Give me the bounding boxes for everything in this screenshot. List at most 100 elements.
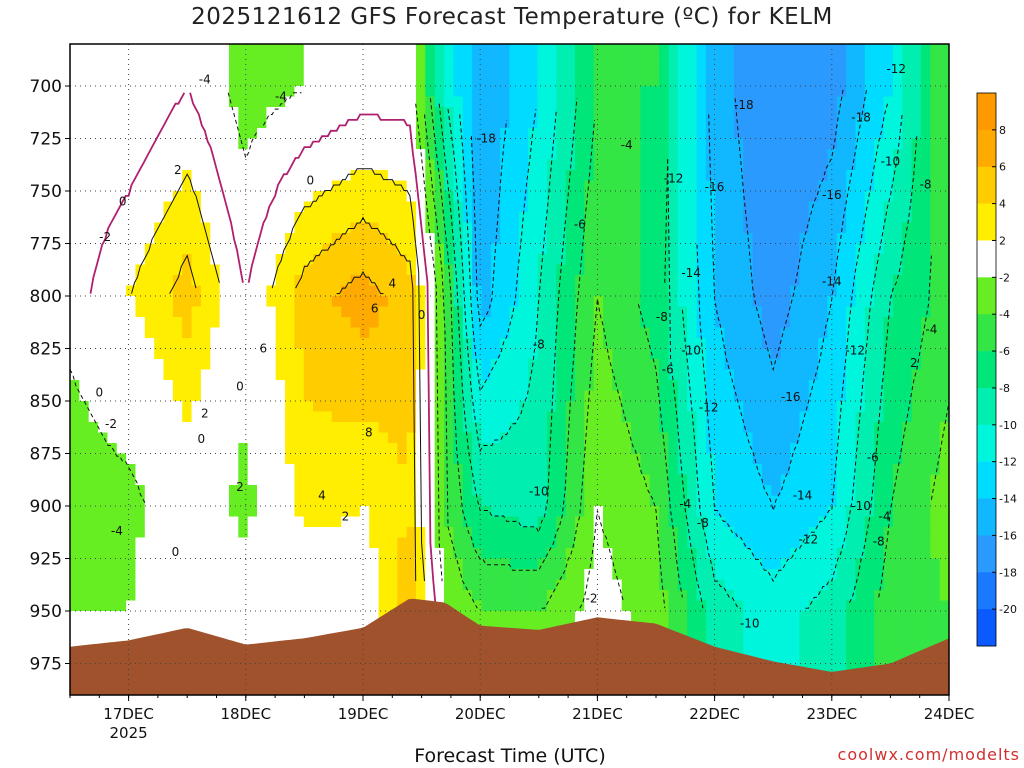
temperature-cell — [780, 159, 791, 171]
temperature-cell — [612, 611, 623, 623]
temperature-cell — [172, 264, 183, 276]
temperature-cell — [285, 201, 296, 213]
temperature-cell — [144, 359, 155, 371]
temperature-cell — [761, 348, 772, 360]
temperature-cell — [266, 359, 277, 371]
temperature-cell — [733, 579, 744, 591]
temperature-cell — [799, 275, 810, 287]
temperature-cell — [144, 128, 155, 140]
temperature-cell — [172, 285, 183, 297]
temperature-cell — [603, 359, 613, 371]
temperature-cell — [472, 243, 483, 255]
temperature-cell — [790, 359, 800, 371]
temperature-cell — [659, 149, 670, 161]
temperature-cell — [219, 96, 230, 108]
temperature-cell — [621, 170, 632, 182]
temperature-cell — [313, 390, 324, 402]
temperature-cell — [415, 86, 426, 98]
temperature-cell — [743, 96, 754, 108]
temperature-cell — [453, 453, 464, 465]
temperature-cell — [518, 191, 529, 203]
temperature-cell — [546, 65, 557, 77]
temperature-cell — [453, 537, 464, 549]
temperature-cell — [322, 96, 333, 108]
temperature-cell — [294, 600, 305, 612]
temperature-cell — [294, 327, 305, 339]
temperature-cell — [219, 233, 230, 245]
temperature-cell — [107, 516, 118, 528]
temperature-cell — [387, 296, 398, 308]
temperature-cell — [247, 611, 258, 623]
temperature-cell — [135, 243, 146, 255]
temperature-cell — [593, 327, 604, 339]
temperature-cell — [191, 401, 202, 413]
temperature-cell — [247, 201, 258, 213]
temperature-cell — [808, 632, 819, 644]
temperature-cell — [182, 369, 193, 381]
temperature-cell — [172, 138, 183, 150]
temperature-cell — [387, 590, 398, 602]
temperature-cell — [116, 495, 127, 507]
temperature-cell — [631, 191, 642, 203]
temperature-cell — [677, 149, 688, 161]
temperature-cell — [556, 117, 567, 129]
temperature-cell — [434, 453, 445, 465]
temperature-cell — [247, 632, 258, 644]
temperature-cell — [490, 107, 501, 119]
temperature-cell — [126, 86, 137, 98]
temperature-cell — [369, 243, 380, 255]
temperature-cell — [687, 243, 698, 255]
temperature-cell — [135, 65, 146, 77]
temperature-cell — [631, 558, 642, 570]
temperature-cell — [565, 537, 576, 549]
temperature-cell — [341, 170, 352, 182]
temperature-cell — [378, 159, 389, 171]
temperature-cell — [612, 569, 623, 581]
temperature-cell — [387, 128, 398, 140]
temperature-cell — [107, 338, 118, 350]
temperature-cell — [191, 180, 202, 192]
temperature-cell — [415, 548, 426, 560]
temperature-cell — [593, 96, 604, 108]
temperature-cell — [808, 401, 819, 413]
temperature-cell — [733, 506, 744, 518]
temperature-cell — [621, 464, 632, 476]
temperature-cell — [761, 285, 772, 297]
temperature-cell — [341, 254, 352, 266]
temperature-cell — [219, 558, 230, 570]
temperature-cell — [228, 243, 239, 255]
temperature-cell — [294, 443, 305, 455]
temperature-cell — [369, 569, 380, 581]
temperature-cell — [518, 306, 529, 318]
temperature-cell — [593, 117, 604, 129]
temperature-cell — [322, 306, 333, 318]
temperature-cell — [705, 149, 716, 161]
temperature-cell — [500, 485, 511, 497]
temperature-cell — [303, 590, 314, 602]
temperature-cell — [631, 390, 642, 402]
temperature-cell — [415, 243, 426, 255]
temperature-cell — [687, 422, 698, 434]
temperature-cell — [444, 369, 454, 381]
temperature-cell — [546, 75, 557, 87]
temperature-cell — [341, 44, 352, 56]
temperature-cell — [116, 138, 127, 150]
temperature-cell — [546, 611, 557, 623]
temperature-cell — [70, 474, 80, 486]
temperature-cell — [116, 222, 127, 234]
temperature-cell — [771, 390, 782, 402]
temperature-cell — [369, 138, 380, 150]
temperature-cell — [238, 464, 249, 476]
temperature-cell — [144, 317, 155, 329]
temperature-cell — [565, 548, 576, 560]
temperature-cell — [640, 128, 651, 140]
temperature-cell — [490, 527, 501, 539]
temperature-cell — [238, 495, 249, 507]
temperature-cell — [584, 474, 595, 486]
temperature-cell — [238, 44, 249, 56]
temperature-cell — [621, 611, 632, 623]
temperature-cell — [546, 180, 557, 192]
temperature-cell — [537, 380, 548, 392]
temperature-cell — [808, 380, 819, 392]
temperature-cell — [584, 138, 595, 150]
